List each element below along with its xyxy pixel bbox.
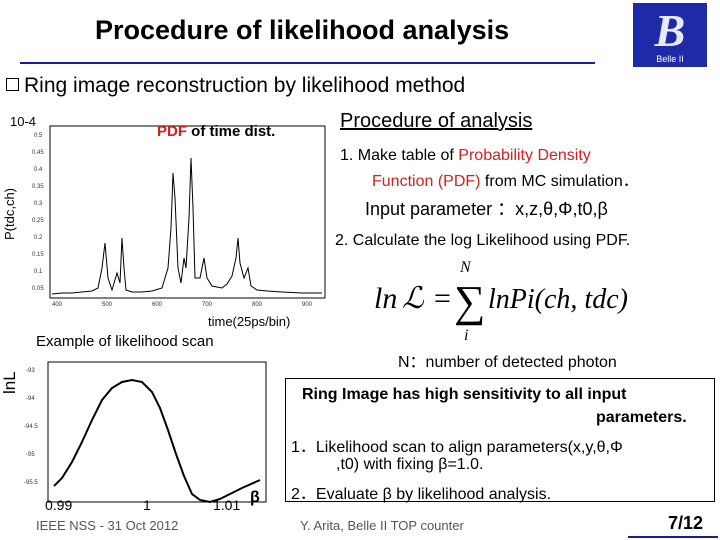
step1-suffix: from MC simulation． (480, 173, 639, 190)
procedure-step1-line2: Function (PDF) from MC simulation． (372, 167, 639, 191)
ytick: -94 (26, 396, 35, 402)
scan-xtick: 1.01 (213, 497, 241, 513)
n-note: N：number of detected photon (398, 354, 617, 371)
scan-yticks: -93 -94 -94.5 -95 -95.5 (24, 368, 38, 486)
likelihood-scan-plot: -93 -94 -94.5 -95 -95.5 (24, 361, 267, 504)
scan-y-label: lnL (0, 371, 19, 394)
xtick: 700 (202, 302, 213, 308)
pdf-label-red: PDF (157, 123, 187, 140)
ytick: 0.25 (32, 218, 44, 224)
ytick: 0.2 (34, 235, 43, 241)
likelihood-formula: ln ℒ = N ∑ i lnPi(ch, tdc) (374, 259, 628, 344)
formula-lhs: ln (374, 282, 397, 315)
formula-sum: ∑ (454, 277, 485, 326)
box-line: Ring Image has high sensitivity to all i… (302, 386, 627, 403)
bullet-icon (6, 78, 19, 91)
step1-red-term: Probability Density (458, 147, 591, 164)
footer-author: Y. Arita, Belle II TOP counter (300, 518, 464, 533)
procedure-step2: 2. Calculate the log Likelihood using PD… (335, 232, 631, 249)
ytick: -95 (26, 452, 35, 458)
pdf-label-black: of time dist. (187, 123, 276, 140)
pdf-label: PDF of time dist. (157, 123, 275, 140)
box-line: ,t0) with fixing β=1.0. (336, 456, 484, 473)
ytick: 0.05 (32, 286, 44, 292)
scan-title: Example of likelihood scan (36, 333, 214, 350)
footer-conference: IEEE NSS - 31 Oct 2012 (36, 518, 179, 533)
ytick: -94.5 (24, 424, 38, 430)
xtick: 400 (52, 302, 63, 308)
procedure-step1: 1. Make table of Probability Density (340, 145, 591, 167)
pdf-y-label: P(tdc,ch) (2, 187, 17, 240)
ytick: 0.35 (32, 184, 44, 190)
formula-equals: = (434, 282, 451, 315)
ytick: 0.1 (34, 269, 43, 275)
xtick: 600 (152, 302, 163, 308)
pdf-plot-xticks: 400 500 600 700 800 900 (52, 302, 313, 308)
svg-text:B: B (654, 5, 686, 56)
ytick: 0.5 (34, 133, 43, 139)
logo-text: Belle II (656, 54, 684, 64)
pdf-plot-yticks: 0.05 0.1 0.15 0.2 0.25 0.3 0.35 0.4 0.45… (32, 133, 44, 292)
scan-curve (53, 378, 261, 504)
slide-title: Procedure of likelihood analysis (95, 15, 510, 45)
xtick: 500 (102, 302, 113, 308)
ytick: -95.5 (24, 480, 38, 486)
slide-subtitle: Ring image reconstruction by likelihood … (24, 74, 466, 97)
belle2-logo: B Belle II (633, 3, 707, 67)
xtick: 900 (302, 302, 313, 308)
ytick: 0.45 (32, 150, 44, 156)
scan-xtick: 1 (143, 497, 151, 513)
summary-box (285, 378, 715, 502)
formula-rhs: lnPi(ch, tdc) (488, 284, 628, 315)
pdf-y-exponent: 10-4 (10, 114, 37, 129)
formula-sum-top: N (459, 259, 472, 276)
box-line: 1．Likelihood scan to align parameters(x,… (291, 439, 623, 456)
formula-script-l: ℒ (402, 282, 425, 315)
step1-prefix: 1. Make table of (340, 147, 459, 164)
input-parameters: Input parameter ：x,z,θ,Φ,t0,β (365, 199, 608, 219)
ytick: -93 (26, 368, 35, 374)
page-number: 7/12 (668, 513, 704, 533)
ytick: 0.15 (32, 252, 44, 258)
ytick: 0.4 (34, 167, 43, 173)
page-number-rule (628, 536, 718, 538)
box-line: parameters. (596, 409, 687, 426)
procedure-title: Procedure of analysis (340, 110, 533, 132)
pdf-x-label: time(25ps/bin) (208, 314, 291, 329)
scan-xtick: 0.99 (45, 497, 73, 513)
step1-red-term2: Function (PDF) (372, 173, 481, 190)
title-underline (20, 62, 595, 64)
xtick: 800 (252, 302, 263, 308)
box-line: 2．Evaluate β by likelihood analysis. (291, 486, 552, 503)
formula-sum-bottom: i (464, 327, 468, 344)
pdf-plot: 0.05 0.1 0.15 0.2 0.25 0.3 0.35 0.4 0.45… (32, 125, 326, 308)
scan-x-symbol: β (250, 489, 260, 506)
ytick: 0.3 (34, 201, 43, 207)
pdf-curve (51, 157, 322, 295)
